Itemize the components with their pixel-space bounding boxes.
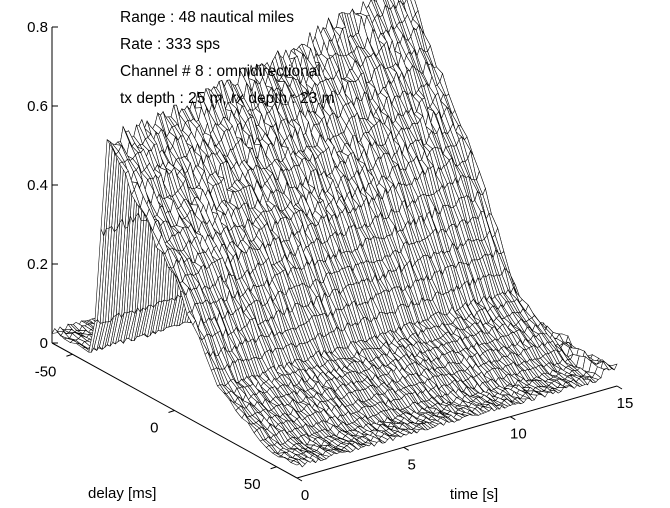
annotation-line: Rate : 333 sps bbox=[120, 36, 220, 53]
delay-axis-tick bbox=[168, 410, 175, 413]
z-tick-label: 0 bbox=[40, 335, 48, 352]
surface-patch bbox=[402, 0, 407, 6]
surface bbox=[51, 0, 618, 468]
z-tick-label: 0.6 bbox=[27, 98, 48, 115]
delay-tick-label: 0 bbox=[150, 420, 158, 437]
delay-axis-tick bbox=[270, 466, 277, 470]
time-axis-tick bbox=[403, 446, 409, 451]
delay-tick-label: -50 bbox=[35, 363, 57, 380]
time-tick-label: 5 bbox=[407, 456, 415, 473]
time-axis-tick bbox=[616, 385, 623, 390]
delay-tick-label: 50 bbox=[244, 476, 261, 493]
time-tick-label: 0 bbox=[301, 487, 309, 504]
time-tick-label: 10 bbox=[510, 426, 527, 443]
time-axis-tick bbox=[510, 416, 516, 421]
delay-axis-tick bbox=[66, 353, 73, 357]
z-tick-label: 0.4 bbox=[27, 177, 48, 194]
annotation-line: Channel # 8 : omnidirectional bbox=[120, 63, 321, 80]
annotation-line: tx depth : 25 m, rx depth : 23 m bbox=[120, 90, 335, 107]
time-axis-label: time [s] bbox=[450, 486, 498, 503]
axes: 0 0.2 0.4 0.6 0.8 -50 0 50 delay [ms] 0 5 10 15 time … bbox=[27, 19, 633, 504]
surface-patch bbox=[290, 460, 301, 466]
time-axis-line bbox=[296, 385, 618, 479]
z-tick-label: 0.2 bbox=[27, 256, 48, 273]
time-axis-tick bbox=[296, 477, 303, 482]
time-tick-label: 15 bbox=[617, 395, 634, 412]
delay-axis-label: delay [ms] bbox=[88, 485, 156, 502]
z-tick-label: 0.8 bbox=[27, 19, 48, 36]
annotation-line: Range : 48 nautical miles bbox=[120, 9, 295, 26]
